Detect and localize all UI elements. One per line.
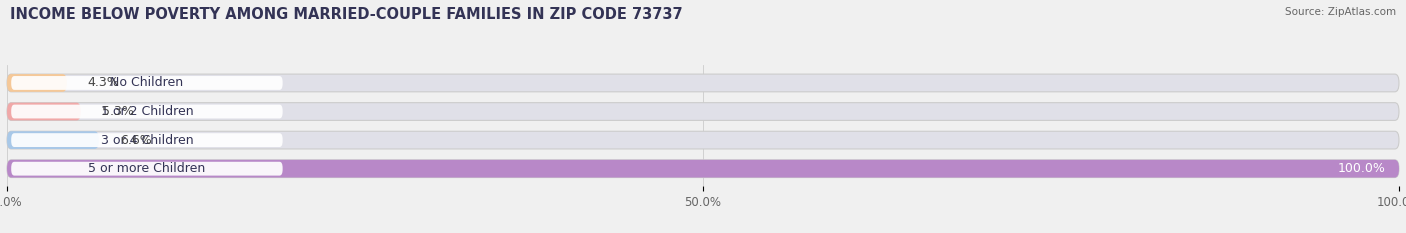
FancyBboxPatch shape — [7, 131, 98, 149]
FancyBboxPatch shape — [11, 162, 283, 176]
FancyBboxPatch shape — [7, 131, 1399, 149]
Text: 3 or 4 Children: 3 or 4 Children — [101, 134, 193, 147]
FancyBboxPatch shape — [7, 74, 1399, 92]
Text: 4.3%: 4.3% — [87, 76, 120, 89]
Text: 1 or 2 Children: 1 or 2 Children — [101, 105, 193, 118]
FancyBboxPatch shape — [7, 74, 67, 92]
Text: 100.0%: 100.0% — [1337, 162, 1385, 175]
FancyBboxPatch shape — [11, 76, 283, 90]
FancyBboxPatch shape — [11, 133, 283, 147]
FancyBboxPatch shape — [11, 105, 283, 118]
Text: INCOME BELOW POVERTY AMONG MARRIED-COUPLE FAMILIES IN ZIP CODE 73737: INCOME BELOW POVERTY AMONG MARRIED-COUPL… — [10, 7, 682, 22]
FancyBboxPatch shape — [7, 103, 1399, 120]
Text: No Children: No Children — [110, 76, 183, 89]
Text: 5 or more Children: 5 or more Children — [89, 162, 205, 175]
Text: 5.3%: 5.3% — [101, 105, 134, 118]
Text: Source: ZipAtlas.com: Source: ZipAtlas.com — [1285, 7, 1396, 17]
FancyBboxPatch shape — [7, 103, 80, 120]
Text: 6.6%: 6.6% — [120, 134, 152, 147]
FancyBboxPatch shape — [7, 160, 1399, 178]
FancyBboxPatch shape — [7, 160, 1399, 178]
